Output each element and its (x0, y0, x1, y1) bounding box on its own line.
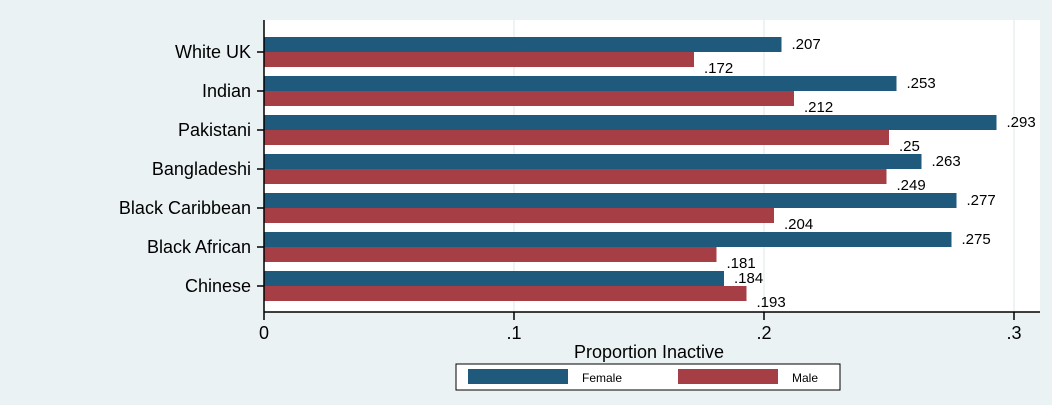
bar-female (264, 193, 957, 208)
bar-value-label: .25 (899, 138, 920, 155)
bar-female (264, 76, 897, 91)
bar-male (264, 208, 774, 223)
bar-value-label: .275 (962, 231, 991, 248)
data-labels: .207 .172 .253 .212 .293 .25 .263 .249 .277 .204.… (704, 36, 1036, 311)
bar-female (264, 154, 922, 169)
y-tick-label: White UK (175, 42, 251, 62)
y-tick-label: Bangladeshi (152, 159, 251, 179)
bar-value-label: .293 (1007, 114, 1036, 131)
legend-swatch-male (678, 369, 778, 384)
bar-male (264, 286, 747, 301)
bar-female (264, 232, 952, 247)
bar-male (264, 247, 717, 262)
y-tick-label: Black Caribbean (119, 198, 251, 218)
x-tick-label: .1 (506, 323, 521, 343)
x-axis: 0 .1 .2 .3 (259, 311, 1040, 343)
y-tick-label: Chinese (185, 276, 251, 296)
bar-female (264, 115, 997, 130)
bar-value-label: .193 (757, 294, 786, 311)
x-tick-label: 0 (259, 323, 269, 343)
legend: Female Male (455, 363, 841, 391)
legend-label-female: Female (582, 371, 622, 385)
bar-value-label: .263 (932, 153, 961, 170)
bar-value-label: .277 (967, 192, 996, 209)
bar-male (264, 52, 694, 67)
y-tick-label: Indian (202, 81, 251, 101)
bar-value-label: .181 (727, 255, 756, 272)
bar-value-label: .172 (704, 60, 733, 77)
x-axis-title: Proportion Inactive (574, 342, 724, 362)
legend-swatch-female (468, 369, 568, 384)
bar-male (264, 130, 889, 145)
bar-value-label: .207 (792, 36, 821, 53)
legend-label-male: Male (792, 371, 818, 385)
bar-male (264, 169, 887, 184)
y-tick-label: Pakistani (178, 120, 251, 140)
bar-value-label: .253 (907, 75, 936, 92)
bar-value-label: .249 (897, 177, 926, 194)
bar-value-label: .204 (784, 216, 813, 233)
x-tick-label: .2 (756, 323, 771, 343)
bar-value-label: .212 (804, 99, 833, 116)
bars (264, 37, 997, 301)
bar-female (264, 271, 724, 286)
x-tick-label: .3 (1006, 323, 1021, 343)
y-axis: White UK Indian Pakistani Bangladeshi Black … (119, 20, 265, 312)
bar-female (264, 37, 782, 52)
bar-value-label: .184 (734, 270, 763, 287)
bar-male (264, 91, 794, 106)
y-tick-label: Black African (147, 237, 251, 257)
